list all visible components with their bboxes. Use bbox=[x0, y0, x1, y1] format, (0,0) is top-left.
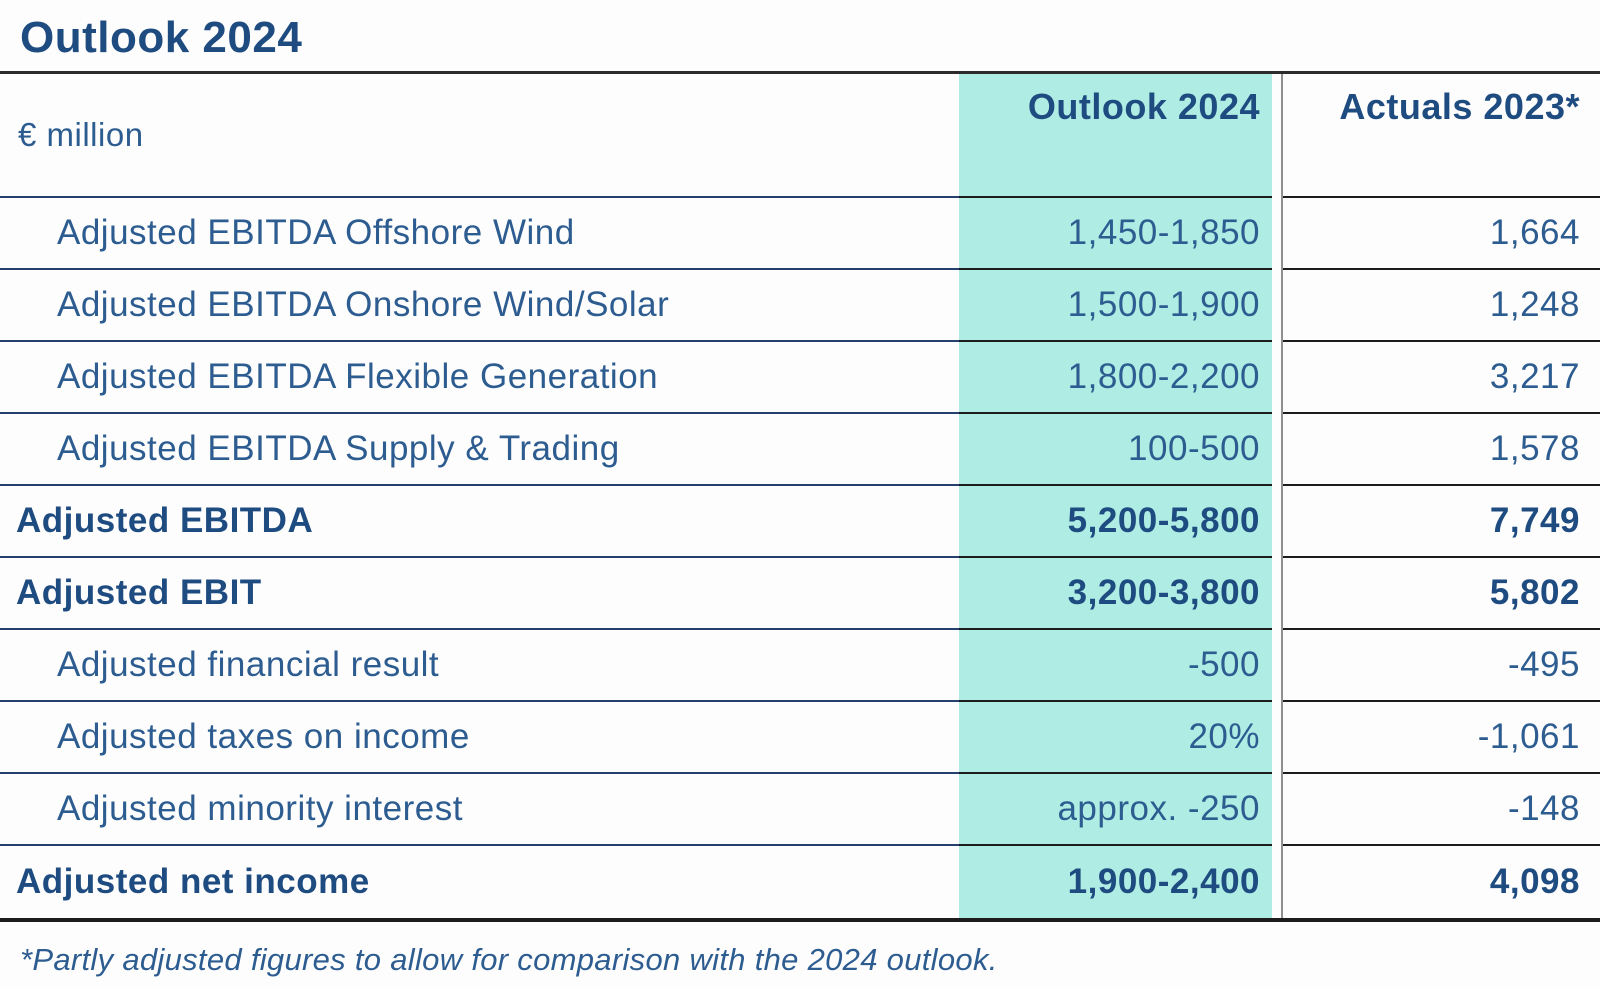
outlook-value-text: 1,450-1,850 bbox=[1067, 212, 1260, 252]
table-row-actuals-value: -148 bbox=[1283, 774, 1600, 846]
outlook-value-text: -500 bbox=[1187, 644, 1260, 684]
outlook-value-text: approx. -250 bbox=[1057, 788, 1260, 828]
table-bottom-divider bbox=[0, 917, 1600, 922]
column-separator bbox=[1272, 773, 1283, 846]
column-separator bbox=[1272, 629, 1283, 702]
column-header-outlook: Outlook 2024 bbox=[959, 73, 1272, 198]
table-row-outlook-value: -500 bbox=[959, 629, 1272, 702]
outlook-value-text: 100-500 bbox=[1128, 428, 1260, 468]
outlook-column-label: Outlook 2024 bbox=[1027, 85, 1260, 127]
actuals-value-text: -148 bbox=[1507, 788, 1580, 828]
table-row-actuals-value: 1,248 bbox=[1283, 270, 1600, 342]
table-row-actuals-value: 3,217 bbox=[1283, 342, 1600, 414]
table-row-actuals-value: 5,802 bbox=[1283, 558, 1600, 630]
row-label-text: Adjusted EBIT bbox=[16, 572, 262, 612]
table-row-actuals-value: 1,664 bbox=[1283, 198, 1600, 270]
table-row-outlook-value: 20% bbox=[959, 701, 1272, 774]
actuals-value-text: 1,248 bbox=[1489, 284, 1580, 324]
table-row-label: Adjusted minority interest bbox=[0, 774, 959, 846]
outlook-table: € million Outlook 2024 Actuals 2023* Adj… bbox=[0, 73, 1600, 918]
footnote: *Partly adjusted figures to allow for co… bbox=[20, 941, 998, 977]
row-label-text: Adjusted EBITDA Flexible Generation bbox=[57, 356, 659, 396]
outlook-value-text: 3,200-3,800 bbox=[1067, 572, 1260, 612]
actuals-value-text: 3,217 bbox=[1489, 356, 1580, 396]
outlook-value-text: 1,800-2,200 bbox=[1067, 356, 1260, 396]
actuals-value-text: -495 bbox=[1507, 644, 1580, 684]
table-row-actuals-value: -1,061 bbox=[1283, 702, 1600, 774]
outlook-value-text: 5,200-5,800 bbox=[1067, 500, 1260, 540]
table-row-outlook-value: 3,200-3,800 bbox=[959, 557, 1272, 630]
page-title: Outlook 2024 bbox=[20, 13, 303, 62]
table-row-outlook-value: 1,800-2,200 bbox=[959, 341, 1272, 414]
table-row-label: Adjusted financial result bbox=[0, 630, 959, 702]
table-row-actuals-value: 7,749 bbox=[1283, 486, 1600, 558]
column-separator bbox=[1272, 701, 1283, 774]
title-divider bbox=[0, 70, 1600, 74]
table-row-outlook-value: 1,900-2,400 bbox=[959, 845, 1272, 918]
table-row-actuals-value: 1,578 bbox=[1283, 414, 1600, 486]
table-row-outlook-value: 5,200-5,800 bbox=[959, 485, 1272, 558]
table-row-label: Adjusted EBITDA bbox=[0, 486, 959, 558]
actuals-value-text: 5,802 bbox=[1489, 572, 1580, 612]
table-row-outlook-value: approx. -250 bbox=[959, 773, 1272, 846]
row-label-text: Adjusted EBITDA Offshore Wind bbox=[57, 212, 575, 252]
column-separator bbox=[1272, 845, 1283, 918]
outlook-value-text: 1,500-1,900 bbox=[1067, 284, 1260, 324]
row-label-text: Adjusted net income bbox=[16, 861, 370, 901]
actuals-value-text: 1,664 bbox=[1489, 212, 1580, 252]
table-row-label: Adjusted net income bbox=[0, 846, 959, 918]
table-row-actuals-value: -495 bbox=[1283, 630, 1600, 702]
table-row-outlook-value: 100-500 bbox=[959, 413, 1272, 486]
column-separator bbox=[1272, 485, 1283, 558]
actuals-value-text: 7,749 bbox=[1489, 500, 1580, 540]
row-label-text: Adjusted financial result bbox=[57, 644, 440, 684]
actuals-value-text: 1,578 bbox=[1489, 428, 1580, 468]
table-row-label: Adjusted EBITDA Flexible Generation bbox=[0, 342, 959, 414]
column-separator bbox=[1272, 413, 1283, 486]
table-row-label: Adjusted EBIT bbox=[0, 558, 959, 630]
column-separator bbox=[1272, 557, 1283, 630]
table-row-label: Adjusted EBITDA Supply & Trading bbox=[0, 414, 959, 486]
row-label-text: Adjusted EBITDA Supply & Trading bbox=[57, 428, 620, 468]
actuals-column-label: Actuals 2023* bbox=[1339, 85, 1580, 127]
table-row-label: Adjusted EBITDA Onshore Wind/Solar bbox=[0, 270, 959, 342]
outlook-value-text: 20% bbox=[1188, 716, 1260, 756]
column-separator bbox=[1272, 73, 1283, 198]
row-label-text: Adjusted EBITDA Onshore Wind/Solar bbox=[57, 284, 670, 324]
outlook-value-text: 1,900-2,400 bbox=[1067, 861, 1260, 901]
row-label-text: Adjusted taxes on income bbox=[57, 716, 470, 756]
actuals-value-text: 4,098 bbox=[1489, 861, 1580, 901]
column-separator bbox=[1272, 269, 1283, 342]
column-header-actuals: Actuals 2023* bbox=[1283, 74, 1600, 198]
table-row-outlook-value: 1,500-1,900 bbox=[959, 269, 1272, 342]
unit-label: € million bbox=[18, 115, 144, 153]
table-row-outlook-value: 1,450-1,850 bbox=[959, 197, 1272, 270]
table-row-label: Adjusted EBITDA Offshore Wind bbox=[0, 198, 959, 270]
row-label-text: Adjusted minority interest bbox=[57, 788, 463, 828]
actuals-value-text: -1,061 bbox=[1477, 716, 1580, 756]
column-separator bbox=[1272, 197, 1283, 270]
column-separator bbox=[1272, 341, 1283, 414]
table-row-label: Adjusted taxes on income bbox=[0, 702, 959, 774]
table-row-actuals-value: 4,098 bbox=[1283, 846, 1600, 918]
column-header-unit: € million bbox=[0, 74, 959, 198]
row-label-text: Adjusted EBITDA bbox=[16, 500, 314, 540]
